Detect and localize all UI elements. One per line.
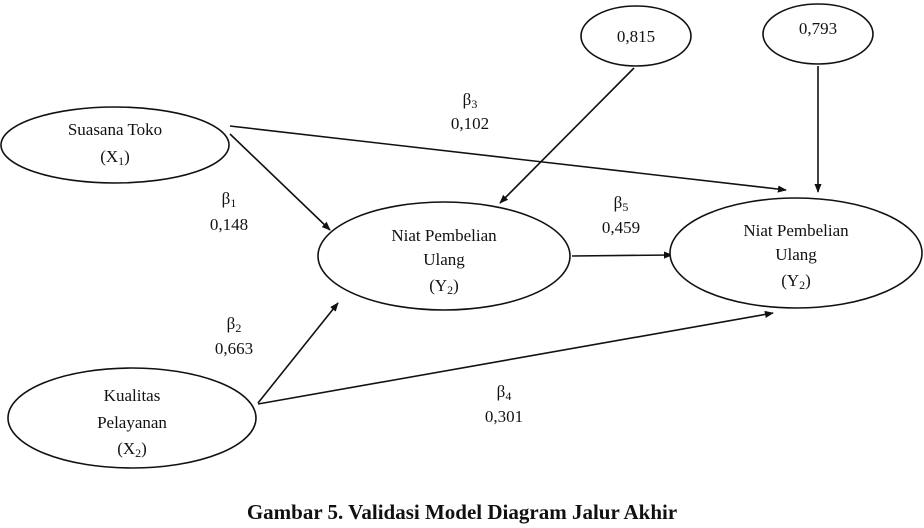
error-node-e2: 0,793 [762,3,874,65]
node-niat-pembelian-ulang-mediator: Niat Pembelian Ulang (Y2) [317,201,571,311]
node-label: Ulang [775,245,817,264]
node-variable: (Y2) [781,271,811,292]
coef-symbol: β2 [227,314,242,335]
arrow-y1-to-y2 [571,251,673,259]
arrow-x2-to-y2 [257,310,774,405]
node-variable: (X1) [100,147,130,168]
node-label: Kualitas [104,386,161,405]
error-value: 0,793 [799,19,837,38]
coef-b4: β4 0,301 [485,382,523,426]
node-label: Suasana Toko [68,120,162,139]
node-kualitas-pelayanan: Kualitas Pelayanan (X2) [7,367,257,469]
node-label: Niat Pembelian [391,226,497,245]
node-variable: (Y2) [429,276,459,297]
coef-symbol: β4 [497,382,512,403]
coef-value: 0,148 [210,215,248,234]
node-label: Niat Pembelian [743,221,849,240]
node-label: Pelayanan [97,413,167,432]
coef-value: 0,663 [215,339,253,358]
coef-value: 0,301 [485,407,523,426]
path-diagram: Suasana Toko (X1) Kualitas Pelayanan (X2… [0,3,923,469]
coef-symbol: β5 [614,193,629,214]
node-variable: (X2) [117,439,147,460]
arrow-x1-to-y1 [229,133,331,231]
coef-b1: β1 0,148 [210,189,248,234]
error-node-e1: 0,815 [580,5,692,67]
coef-b5: β5 0,459 [602,193,640,237]
node-suasana-toko: Suasana Toko (X1) [0,106,230,184]
error-value: 0,815 [617,27,655,46]
node-label: Ulang [423,250,465,269]
arrow-e1-to-y1 [499,67,635,204]
arrow-x1-to-y2 [229,125,787,193]
coef-symbol: β3 [463,90,478,111]
arrow-x2-to-y1 [257,302,339,404]
coef-symbol: β1 [222,189,237,210]
coef-b2: β2 0,663 [215,314,253,358]
coef-value: 0,102 [451,114,489,133]
coef-b3: β3 0,102 [451,90,489,133]
figure-caption: Gambar 5. Validasi Model Diagram Jalur A… [246,500,678,524]
coef-value: 0,459 [602,218,640,237]
node-niat-pembelian-ulang-outcome: Niat Pembelian Ulang (Y2) [669,197,923,309]
